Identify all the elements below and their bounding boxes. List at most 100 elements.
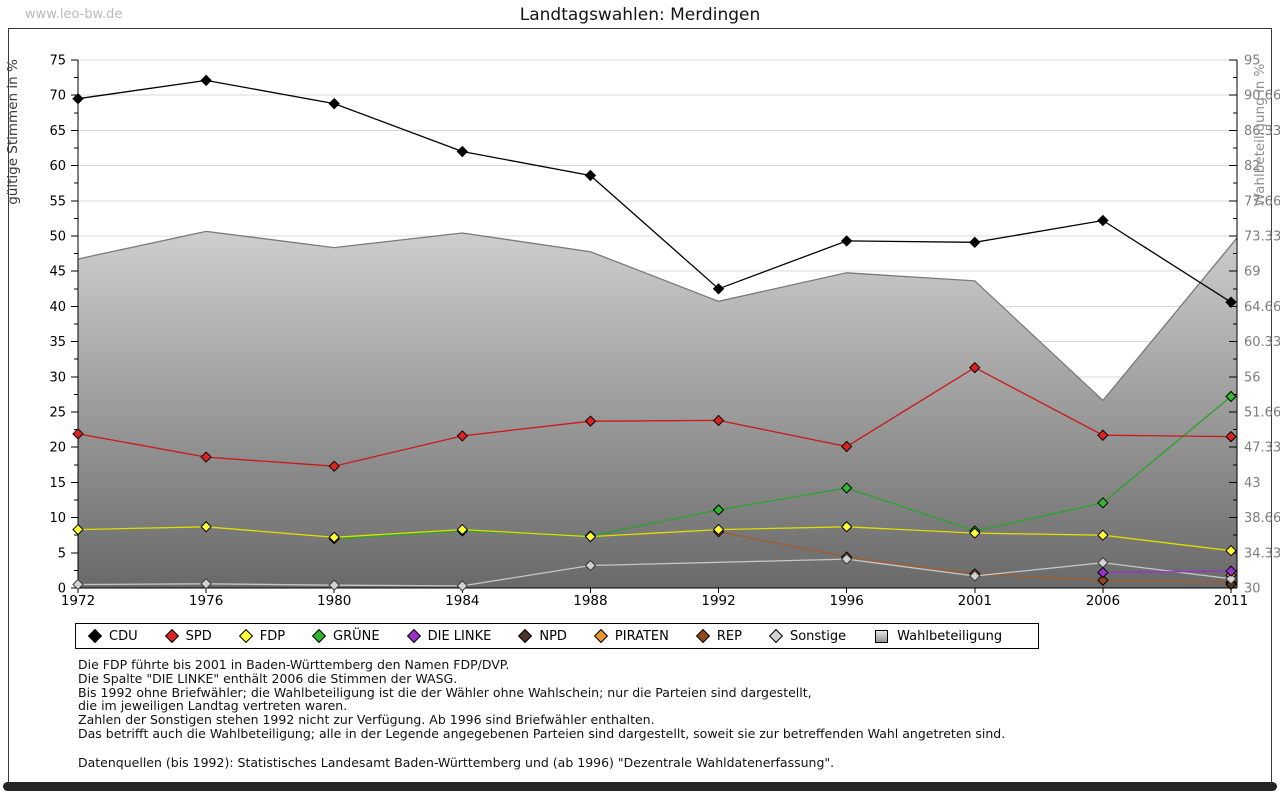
- series-line-GRÜNE: [334, 395, 1232, 540]
- data-point-Sonstige-1976: [200, 578, 212, 590]
- footnote-source: Datenquellen (bis 1992): Statistisches L…: [78, 754, 835, 770]
- footnote-line: die im jeweiligen Landtag vertreten ware…: [78, 698, 348, 714]
- legend-swatch-diamond-icon: [593, 628, 608, 644]
- svg-text:69: 69: [1244, 265, 1261, 280]
- footnotes: Die FDP führte bis 2001 in Baden-Württem…: [78, 658, 1005, 770]
- data-point-FDP-1996: [840, 521, 853, 533]
- left-axis-label: gültige Stimmen in %: [5, 59, 21, 205]
- series-markers: [72, 74, 1237, 592]
- watermark: www.leo-bw.de: [25, 7, 123, 22]
- svg-text:75: 75: [49, 54, 66, 69]
- legend-swatch-diamond-icon: [406, 628, 421, 644]
- data-point-CDU-2006: [1097, 214, 1109, 227]
- data-point-CDU-1976: [200, 74, 212, 87]
- data-point-REP-2006: [1097, 574, 1109, 586]
- svg-text:95: 95: [1244, 54, 1261, 69]
- legend-swatch-diamond-icon: [695, 628, 710, 644]
- data-point-CDU-1996: [840, 235, 853, 247]
- turnout-area: [77, 230, 1238, 588]
- data-point-DIE LINKE-2006: [1097, 566, 1109, 579]
- data-point-FDP-2001: [969, 527, 981, 539]
- data-point-FDP-1992: [712, 523, 725, 536]
- svg-text:10: 10: [49, 511, 66, 526]
- svg-text:1984: 1984: [445, 593, 479, 609]
- legend-swatch-diamond-icon: [164, 628, 179, 644]
- data-point-Sonstige-1996: [840, 553, 853, 565]
- svg-text:60.33333333333333: 60.33333333333333: [1244, 335, 1280, 350]
- legend-label: REP: [716, 628, 742, 644]
- data-point-Sonstige-1984: [456, 580, 469, 592]
- series-line-DIE LINKE: [1102, 570, 1232, 574]
- legend-item-sonstige: Sonstige: [768, 628, 847, 644]
- data-point-FDP-2011: [1225, 544, 1237, 557]
- svg-text:1976: 1976: [189, 593, 223, 609]
- data-point-GRÜNE-2006: [1097, 497, 1109, 509]
- legend-item-grüne: GRÜNE: [311, 628, 380, 644]
- svg-text:1980: 1980: [317, 593, 351, 609]
- data-point-SPD-1992: [712, 414, 725, 427]
- legend-label: Wahlbeteiligung: [897, 628, 1003, 644]
- legend-swatch-diamond-icon: [87, 628, 103, 644]
- svg-text:45: 45: [49, 265, 66, 280]
- svg-text:55: 55: [49, 194, 66, 209]
- legend-item-die-linke: DIE LINKE: [406, 628, 492, 644]
- svg-text:51.66666666666667: 51.66666666666667: [1244, 406, 1280, 421]
- svg-text:86.33333333333334: 86.33333333333334: [1244, 124, 1280, 139]
- svg-text:73.33333333333334: 73.33333333333334: [1244, 230, 1280, 245]
- legend-item-cdu: CDU: [87, 628, 138, 644]
- svg-text:60: 60: [49, 159, 66, 174]
- footnote-line: Bis 1992 ohne Briefwähler; die Wahlbetei…: [78, 684, 812, 700]
- data-point-SPD-1980: [328, 460, 340, 472]
- svg-text:82: 82: [1244, 159, 1261, 174]
- data-point-FDP-1984: [456, 523, 469, 536]
- legend-swatch-diamond-icon: [311, 628, 327, 644]
- legend-swatch-diamond-icon: [518, 628, 533, 644]
- svg-text:1992: 1992: [701, 593, 735, 609]
- data-point-CDU-1980: [328, 97, 340, 110]
- data-point-SPD-2011: [1225, 430, 1237, 443]
- legend-label: CDU: [109, 628, 138, 644]
- data-point-GRÜNE-1992: [712, 504, 725, 516]
- legend: CDU SPD FDP GRÜNE DIE LINKE NPD PIRATEN REP Sons…: [75, 623, 1039, 649]
- legend-label: SPD: [185, 628, 212, 644]
- data-point-Sonstige-2001: [969, 570, 981, 582]
- legend-item-fdp: FDP: [238, 628, 285, 644]
- legend-label: DIE LINKE: [427, 628, 492, 644]
- svg-text:25: 25: [49, 406, 66, 421]
- legend-label: Sonstige: [789, 628, 847, 644]
- frame-border-left: [8, 28, 9, 782]
- data-point-FDP-1988: [584, 530, 597, 543]
- frame-border-top: [8, 28, 1272, 29]
- legend-swatch-diamond-icon: [238, 628, 253, 644]
- footnote-line: Das betrifft auch die Wahlbeteiligung; a…: [78, 725, 1006, 741]
- svg-text:20: 20: [49, 441, 66, 456]
- data-point-Sonstige-2011: [1225, 573, 1237, 585]
- legend-item-rep: REP: [695, 628, 742, 644]
- svg-text:1996: 1996: [829, 593, 863, 609]
- legend-item-wahlbeteiligung: Wahlbeteiligung: [875, 629, 1002, 644]
- svg-text:2001: 2001: [958, 593, 992, 609]
- svg-text:30: 30: [1244, 582, 1261, 597]
- data-point-Sonstige-1972: [72, 578, 84, 591]
- svg-text:0: 0: [58, 582, 66, 597]
- svg-text:43: 43: [1244, 476, 1261, 491]
- data-point-SPD-1996: [840, 440, 853, 453]
- legend-label: PIRATEN: [614, 628, 669, 644]
- series-line-CDU: [77, 79, 1232, 303]
- svg-text:64.66666666666666: 64.66666666666666: [1244, 300, 1280, 315]
- svg-text:30: 30: [49, 370, 66, 385]
- data-point-FDP-1976: [200, 521, 212, 533]
- legend-swatch-square-icon: [875, 629, 889, 643]
- data-point-SPD-2001: [969, 361, 981, 374]
- data-point-SPD-2006: [1097, 429, 1109, 441]
- svg-text:2011: 2011: [1214, 593, 1248, 609]
- legend-item-spd: SPD: [164, 628, 212, 644]
- data-point-GRÜNE-1996: [840, 482, 853, 494]
- page-title: Landtagswahlen: Merdingen: [519, 5, 761, 25]
- data-point-CDU-2011: [1225, 296, 1237, 308]
- svg-text:50: 50: [49, 230, 66, 245]
- svg-text:38.666666666666664: 38.666666666666664: [1244, 511, 1280, 526]
- legend-item-npd: NPD: [518, 628, 567, 644]
